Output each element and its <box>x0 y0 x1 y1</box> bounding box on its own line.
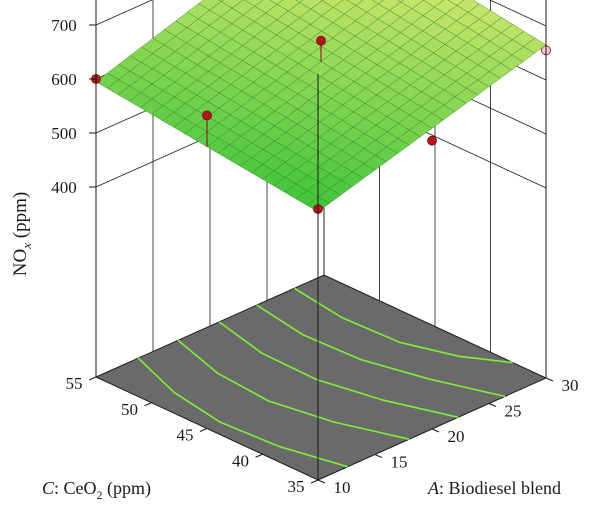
c-tick-label: 40 <box>232 451 249 470</box>
floor-contour-line <box>218 321 459 419</box>
surface-cell <box>276 0 301 12</box>
a-tick-label: 15 <box>391 453 408 472</box>
surface-cell <box>299 0 323 10</box>
floor-contour-line <box>177 339 410 440</box>
a-tick-label: 30 <box>562 376 579 395</box>
z-axis-label-rest: (ppm) <box>10 192 31 243</box>
surface-cell <box>434 0 458 15</box>
a-tick-label: 10 <box>334 478 351 497</box>
a-tick-mark <box>545 377 554 382</box>
floor-contour-line <box>293 287 513 364</box>
z-axis-label-main: NO <box>10 249 31 276</box>
z-tick-label: 600 <box>51 70 77 89</box>
floor-contour-line <box>256 304 506 398</box>
surface-cell <box>371 0 384 4</box>
surface-cell <box>400 0 424 9</box>
z-axis-label-sub: x <box>19 243 34 250</box>
c-tick-label: 55 <box>66 374 83 393</box>
floor-area <box>94 274 548 481</box>
surface-cell <box>321 0 344 8</box>
surface-cell <box>377 0 402 11</box>
c-tick-mark <box>310 479 319 484</box>
floor-contours <box>137 287 513 468</box>
c-tick-mark <box>144 402 152 407</box>
surface-cell <box>295 0 304 3</box>
z-tick-label: 700 <box>51 16 77 35</box>
z-tick-label: 500 <box>51 124 77 143</box>
c-tick-mark <box>88 376 97 381</box>
z-axis-label: NOx (ppm) <box>10 192 34 276</box>
a-axis-label-var: A <box>427 478 440 498</box>
c-axis-label-rest: : CeO <box>54 478 97 498</box>
surface-cell <box>355 0 379 13</box>
c-axis-label: C: CeO2 (ppm) <box>42 478 151 502</box>
wall-a-grid-z <box>489 0 547 27</box>
a-axis-label-rest: : Biodiesel blend <box>439 478 561 498</box>
surface-cell <box>456 0 480 13</box>
surface-cell <box>218 0 224 2</box>
c-axis-label-tail: (ppm) <box>103 478 152 499</box>
a-tick-mark <box>374 454 383 458</box>
c-axis-label-sub: 2 <box>97 488 103 502</box>
design-point <box>202 110 212 121</box>
c-tick-label: 45 <box>177 426 194 445</box>
c-tick-mark <box>199 428 208 432</box>
surface-cell <box>346 0 364 6</box>
design-point <box>316 35 326 46</box>
response-surface <box>95 0 547 212</box>
c-tick-label: 50 <box>121 400 138 419</box>
surface-cell <box>447 0 465 6</box>
a-axis-label: A: Biodiesel blend <box>427 478 561 498</box>
surface-cell <box>220 0 244 9</box>
a-tick-mark <box>431 428 440 433</box>
floor-contour-line <box>137 357 348 468</box>
surface-cell <box>254 0 278 14</box>
surface-cell <box>422 0 445 8</box>
floor-plane <box>94 274 548 481</box>
surface-cell <box>320 0 324 1</box>
surface-cell <box>231 0 256 16</box>
surface-cell <box>198 0 222 11</box>
surface-cell <box>244 0 264 7</box>
tick-labels: 40050060070080035404550551015202530 <box>51 16 579 497</box>
c-axis-label-var: C <box>42 478 55 498</box>
c-tick-label: 35 <box>288 477 305 496</box>
design-point <box>427 135 437 146</box>
c-tick-mark <box>255 453 263 458</box>
surface-cell <box>332 0 357 15</box>
z-tick-label: 400 <box>51 178 77 197</box>
front-edges <box>95 0 547 480</box>
a-tick-mark <box>317 479 326 484</box>
a-tick-label: 20 <box>448 427 465 446</box>
surface-cell <box>397 0 404 3</box>
wall-c-grid-z <box>95 0 153 26</box>
surface-cell <box>269 0 284 5</box>
a-tick-label: 25 <box>505 402 522 421</box>
a-tick-mark <box>488 403 497 407</box>
